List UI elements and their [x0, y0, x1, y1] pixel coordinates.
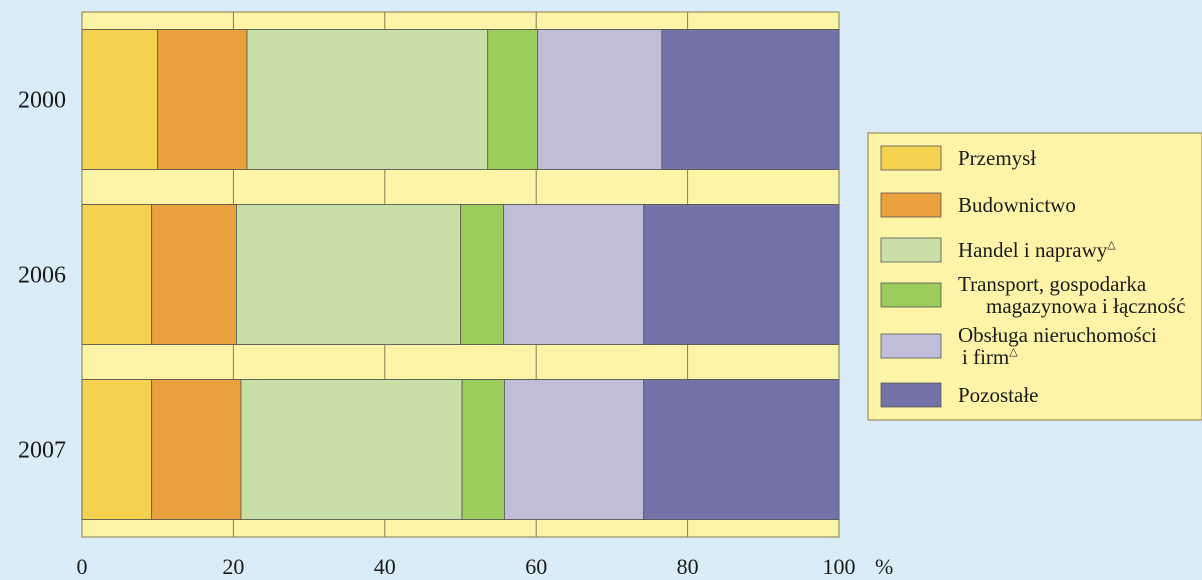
legend-label: Transport, gospodarka magazynowa i łączno…: [958, 272, 1185, 318]
bar-segment: [503, 204, 645, 345]
bar-segment: [236, 204, 461, 345]
x-tick-label: 40: [374, 554, 396, 579]
x-tick-label: 60: [525, 554, 547, 579]
bar-segment: [643, 379, 840, 520]
bar-segment: [151, 379, 242, 520]
x-tick-label: 80: [677, 554, 699, 579]
x-tick-label: 0: [77, 554, 88, 579]
legend-swatch: [880, 382, 942, 408]
category-label: 2007: [18, 438, 66, 464]
x-unit-label: %: [875, 554, 893, 579]
bar-segment: [461, 379, 505, 520]
legend: Przemysł Budownictwo Handel i naprawy△ Tran…: [867, 132, 1202, 421]
bar-segment: [81, 379, 153, 520]
bar-segment: [504, 379, 645, 520]
legend-swatch: [880, 145, 942, 171]
legend-box: [867, 132, 1202, 421]
bar-segment: [151, 204, 237, 345]
legend-swatch: [880, 333, 942, 359]
legend-swatch: [880, 192, 942, 218]
legend-label: Pozostałe: [958, 383, 1038, 407]
bar-segment: [487, 29, 539, 170]
bar-segment: [157, 29, 248, 170]
bar-segment: [81, 204, 153, 345]
bar-segment: [661, 29, 840, 170]
legend-label: Handel i naprawy△: [958, 238, 1116, 262]
x-tick-label: 100: [823, 554, 856, 579]
bar-segment: [246, 29, 489, 170]
legend-label: Budownictwo: [958, 193, 1076, 217]
category-label: 2006: [18, 263, 66, 289]
legend-swatch: [880, 237, 942, 263]
bars: [81, 29, 840, 520]
x-tick-label: 20: [222, 554, 244, 579]
bar-segment: [81, 29, 159, 170]
bar-segment: [460, 204, 505, 345]
bar-segment: [240, 379, 463, 520]
category-labels: 2000 2006 2007: [18, 88, 66, 464]
legend-swatch: [880, 282, 942, 308]
x-tick-labels: 0 20 40 60 80 100: [77, 554, 856, 579]
bar-segment: [537, 29, 663, 170]
category-label: 2000: [18, 88, 66, 114]
legend-label: Przemysł: [958, 146, 1036, 170]
bar-segment: [643, 204, 840, 345]
legend-label: Obsługa nieruchomości i firm△: [958, 323, 1157, 369]
